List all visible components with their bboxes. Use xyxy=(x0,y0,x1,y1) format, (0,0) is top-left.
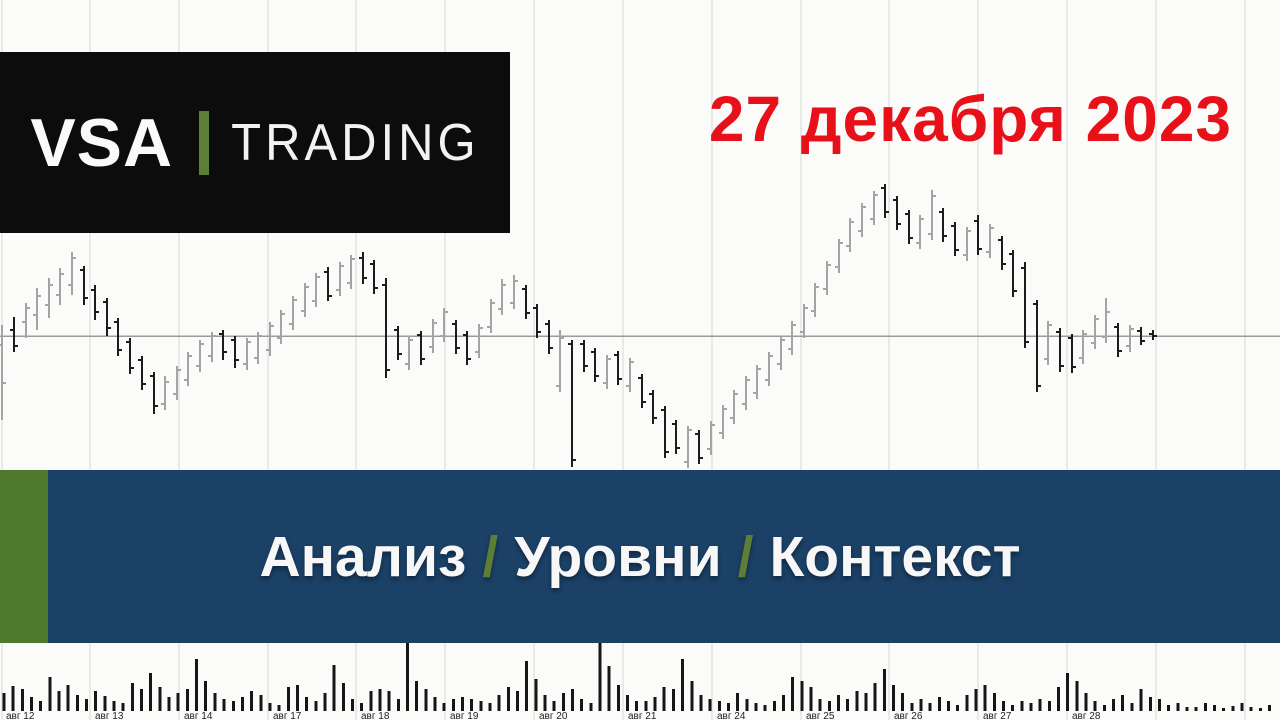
volume-bars xyxy=(2,639,1271,711)
svg-text:авг 14: авг 14 xyxy=(184,711,213,720)
svg-text:авг 21: авг 21 xyxy=(628,711,657,720)
svg-text:авг 13: авг 13 xyxy=(95,711,124,720)
svg-text:авг 24: авг 24 xyxy=(717,711,746,720)
banner-word-context: Контекст xyxy=(769,524,1021,589)
ohlc-bars xyxy=(0,184,1157,468)
banner xyxy=(0,470,1280,643)
banner-word-levels: Уровни xyxy=(514,524,722,589)
svg-text:авг 26: авг 26 xyxy=(894,711,923,720)
banner-accent-strip xyxy=(0,470,48,643)
svg-text:авг 20: авг 20 xyxy=(539,711,568,720)
svg-text:авг 12: авг 12 xyxy=(6,711,35,720)
date-headline: 27 декабря 2023 xyxy=(708,83,1232,155)
logo-divider-bar xyxy=(199,110,210,175)
svg-text:авг 27: авг 27 xyxy=(983,711,1012,720)
banner-separator-slash: / xyxy=(737,524,754,589)
svg-text:авг 19: авг 19 xyxy=(450,711,479,720)
logo-vsa-text: VSA xyxy=(30,104,174,181)
svg-text:авг 18: авг 18 xyxy=(361,711,390,720)
svg-text:авг 25: авг 25 xyxy=(806,711,835,720)
logo: VSA TRADING xyxy=(0,52,510,233)
banner-separator-slash: / xyxy=(482,524,499,589)
logo-trading-text: TRADING xyxy=(231,113,480,172)
banner-word-analysis: Анализ xyxy=(259,524,467,589)
date-axis-labels: авг 12 авг 13 авг 14 авг 17 авг 18 авг 19 авг … xyxy=(6,711,1101,720)
banner-title: Анализ / Уровни / Контекст xyxy=(0,470,1280,643)
svg-text:авг 28: авг 28 xyxy=(1072,711,1101,720)
svg-text:авг 17: авг 17 xyxy=(273,711,302,720)
banner-background xyxy=(48,470,1280,643)
